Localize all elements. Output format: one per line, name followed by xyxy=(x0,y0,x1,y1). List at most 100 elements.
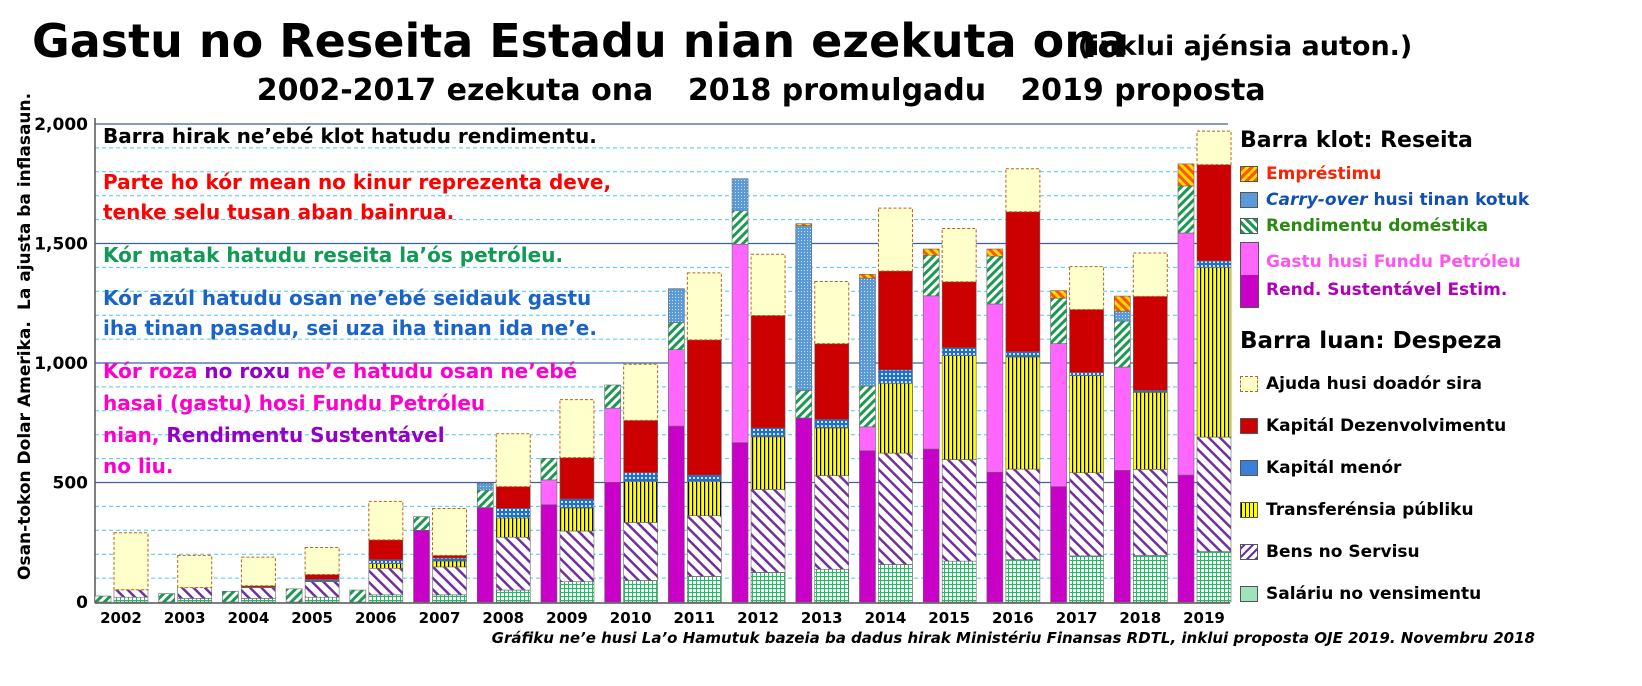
expenditure-bar-trans-2010 xyxy=(623,481,658,523)
minor-capital-swatch xyxy=(1240,460,1258,476)
expenditure-bar-bens-2015 xyxy=(941,459,977,562)
goods-services-swatch xyxy=(1240,544,1258,560)
y-tick-labels: 0 500 1,000 1,500 2,000 xyxy=(34,115,88,613)
expenditure-bar-sal-2007 xyxy=(432,594,467,603)
expenditure-bar-trans-2016 xyxy=(1005,356,1041,470)
expenditure-bar-trans-2006 xyxy=(368,563,404,569)
revenue-bar-dom-2019 xyxy=(1177,185,1195,234)
expenditure-bar-sal-2018 xyxy=(1132,555,1168,603)
donor-swatch xyxy=(1240,376,1258,392)
x-tick-label: 2006 xyxy=(355,609,397,627)
legend-label: husi tinan kotuk xyxy=(1373,190,1530,210)
expenditure-bar-sal-2019 xyxy=(1196,551,1232,603)
expenditure-bar-bens-2008 xyxy=(495,536,531,591)
legend-item-loan: Empréstimu xyxy=(1240,164,1381,184)
expenditure-bar-trans-2008 xyxy=(495,517,531,538)
annotation-pink-text: Kór roza xyxy=(103,359,197,383)
revenue-bar-dom-2006 xyxy=(349,589,367,603)
loan-swatch xyxy=(1240,166,1258,182)
legend-expenditure-heading: Barra luan: Despeza xyxy=(1240,328,1502,354)
expenditure-bar-donor-2017 xyxy=(1069,266,1105,310)
y-tick-label: 1,000 xyxy=(34,354,88,374)
x-tick-label: 2014 xyxy=(865,609,907,627)
annotation-purple-text: Rendimentu Sustentável xyxy=(166,423,444,447)
expenditure-bar-donor-2003 xyxy=(177,554,213,589)
expenditure-bar-bens-2011 xyxy=(687,515,722,577)
transfers-swatch xyxy=(1240,502,1258,518)
revenue-bar-dom-2010 xyxy=(604,384,621,409)
x-tick-label: 2016 xyxy=(992,609,1034,627)
expenditure-bar-sal-2015 xyxy=(941,560,977,603)
revenue-bar-sust-2014 xyxy=(859,450,876,603)
revenue-bar-sust-2011 xyxy=(668,425,685,603)
expenditure-bar-bens-2010 xyxy=(623,522,658,581)
x-tick-label: 2010 xyxy=(610,609,652,627)
revenue-bar-pf-2011 xyxy=(668,349,685,427)
carryover-swatch xyxy=(1240,192,1258,208)
expenditure-bar-donor-2015 xyxy=(941,227,977,283)
legend-item-goods-services: Bens no Servisu xyxy=(1240,542,1420,562)
x-tick-label: 2004 xyxy=(228,609,270,627)
expenditure-bar-donor-2008 xyxy=(495,433,531,488)
bars xyxy=(94,130,1232,603)
revenue-bar-pf-2014 xyxy=(859,426,876,452)
expenditure-bar-donor-2013 xyxy=(814,281,850,345)
expenditure-bar-sal-2010 xyxy=(623,580,658,603)
domestic-swatch xyxy=(1240,218,1258,234)
y-tick-label: 500 xyxy=(53,474,89,494)
expenditure-bar-trans-2012 xyxy=(750,436,786,490)
petroleum-fund-swatch xyxy=(1240,242,1259,308)
expenditure-bar-bens-2002 xyxy=(113,589,149,598)
expenditure-bar-bens-2013 xyxy=(814,475,850,570)
revenue-bar-sust-2017 xyxy=(1050,486,1067,603)
expenditure-bar-minor-2012 xyxy=(750,427,786,438)
x-tick-label: 2007 xyxy=(419,609,461,627)
expenditure-bar-sal-2005 xyxy=(304,596,340,603)
revenue-bar-dom-2014 xyxy=(859,385,876,428)
expenditure-bar-minor-2015 xyxy=(941,347,977,356)
expenditure-bar-dev-2014 xyxy=(878,270,913,371)
annotation-pink-4: no liu. xyxy=(103,454,174,478)
expenditure-bar-bens-2012 xyxy=(750,489,786,573)
legend-item-donor: Ajuda husi doadór sira xyxy=(1240,374,1482,394)
expenditure-bar-bens-2005 xyxy=(304,581,340,598)
expenditure-bar-sal-2011 xyxy=(687,576,722,603)
x-tick-label: 2015 xyxy=(928,609,970,627)
legend-item-carryover: Carry-over husi tinan kotuk xyxy=(1240,190,1529,210)
y-axis-label: Osan-tokon Dolar Amerika. xyxy=(15,321,35,580)
legend-label: Saláriu no vensimentu xyxy=(1266,584,1482,604)
revenue-bar-dom-2004 xyxy=(222,590,239,603)
revenue-bar-loan-2015 xyxy=(922,248,940,256)
x-tick-label: 2017 xyxy=(1056,609,1098,627)
legend-label-italic: Carry-over xyxy=(1266,190,1368,210)
expenditure-bar-bens-2014 xyxy=(878,452,913,565)
revenue-bar-loan-2016 xyxy=(986,248,1004,257)
revenue-bar-dom-2008 xyxy=(476,489,494,508)
y-tick-label: 0 xyxy=(76,593,88,613)
annotation-black: Barra hirak ne’ebé klot hatudu rendiment… xyxy=(103,124,597,148)
expenditure-bar-donor-2002 xyxy=(113,532,149,591)
legend-item-transfers: Transferénsia públiku xyxy=(1240,500,1474,520)
expenditure-bar-minor-2010 xyxy=(623,472,658,482)
expenditure-bar-dev-2019 xyxy=(1196,164,1232,262)
revenue-bar-pf-2012 xyxy=(731,243,749,443)
legend-item-salaries: Saláriu no vensimentu xyxy=(1240,584,1481,604)
expenditure-bar-sal-2003 xyxy=(177,598,213,603)
revenue-bar-dom-2015 xyxy=(922,254,940,297)
development-capital-swatch xyxy=(1240,418,1258,434)
expenditure-bar-bens-2009 xyxy=(559,530,595,582)
revenue-bar-loan-2019 xyxy=(1177,163,1195,187)
expenditure-bar-dev-2008 xyxy=(495,486,531,509)
revenue-bar-dom-2011 xyxy=(668,322,685,350)
expenditure-bar-bens-2018 xyxy=(1132,469,1168,556)
legend-item-sustainable: Rend. Sustentável Estim. xyxy=(1266,280,1508,300)
expenditure-bar-donor-2011 xyxy=(686,272,722,341)
expenditure-bar-donor-2006 xyxy=(368,500,404,541)
expenditure-bar-bens-2016 xyxy=(1005,468,1041,560)
expenditure-bar-minor-2009 xyxy=(559,498,595,509)
revenue-bar-dom-2002 xyxy=(94,595,112,603)
expenditure-bar-sal-2014 xyxy=(878,564,913,603)
revenue-bar-carry-2018 xyxy=(1113,310,1131,322)
legend-label: Empréstimu xyxy=(1266,164,1382,184)
subtitle-executed: 2002-2017 ezekuta ona xyxy=(257,73,654,108)
